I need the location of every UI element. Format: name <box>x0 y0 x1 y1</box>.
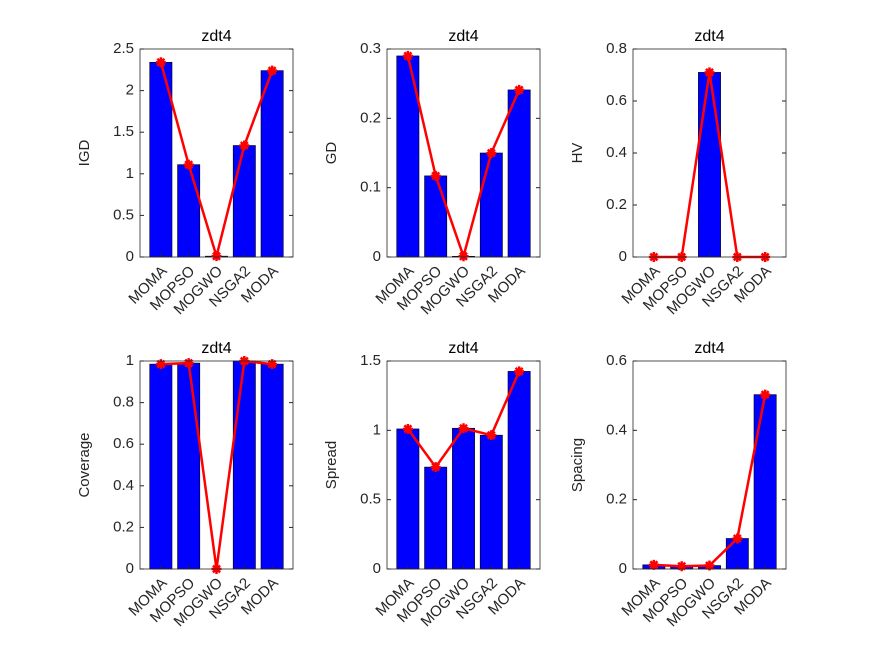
y-tick-label: 0 <box>373 560 381 577</box>
bar <box>507 371 531 570</box>
y-tick-label: 0.6 <box>606 92 627 109</box>
y-axis-label: Spacing <box>569 438 586 492</box>
marker <box>514 84 525 95</box>
y-tick-label: 1 <box>126 352 134 369</box>
y-tick-label: 0.5 <box>360 491 381 508</box>
y-tick-label: 0.6 <box>113 435 134 452</box>
marker <box>760 389 771 400</box>
marker <box>486 148 497 158</box>
axes-box <box>632 48 787 258</box>
y-tick-label: 1 <box>126 165 134 182</box>
marker <box>732 533 743 544</box>
y-tick-label: 0.8 <box>113 394 134 411</box>
marker <box>514 366 525 377</box>
bar <box>177 164 201 258</box>
y-tick-label: 0 <box>619 248 627 265</box>
marker <box>155 57 166 68</box>
y-tick-label: 1.5 <box>113 123 134 140</box>
marker <box>676 561 687 572</box>
bar <box>260 70 284 258</box>
y-tick-label: 1.5 <box>360 352 381 369</box>
marker <box>402 423 413 434</box>
bar <box>260 363 284 570</box>
y-tick-label: 0.8 <box>606 40 627 57</box>
axes-box <box>139 360 294 570</box>
marker <box>183 358 194 369</box>
y-tick-label: 0.1 <box>360 179 381 196</box>
marker <box>430 462 441 473</box>
marker <box>267 359 278 370</box>
marker <box>486 430 497 441</box>
y-axis-label: Coverage <box>76 432 93 497</box>
marker <box>239 140 250 151</box>
y-tick-label: 0 <box>373 248 381 265</box>
y-tick-label: 2.5 <box>113 40 134 57</box>
subplot-title: zdt4 <box>448 28 478 45</box>
subplot-title: zdt4 <box>694 340 724 357</box>
subplot-title: zdt4 <box>694 28 724 45</box>
y-axis-label: HV <box>569 143 586 164</box>
marker <box>458 251 469 262</box>
y-tick-label: 0.3 <box>360 40 381 57</box>
marker <box>211 251 222 262</box>
y-axis-label: GD <box>323 142 340 165</box>
axes-box <box>386 360 541 570</box>
subplot-title: zdt4 <box>201 340 231 357</box>
marker <box>704 67 715 78</box>
y-tick-label: 0.2 <box>113 518 134 535</box>
bar <box>232 360 256 570</box>
y-tick-label: 0 <box>126 560 134 577</box>
marker <box>648 559 659 570</box>
bar <box>177 362 201 570</box>
bar <box>479 434 503 570</box>
y-tick-label: 2 <box>126 82 134 99</box>
bar <box>507 89 531 258</box>
axes-box <box>632 360 787 570</box>
bar <box>149 363 173 570</box>
marker <box>704 560 715 571</box>
bar <box>479 152 503 258</box>
y-tick-label: 0.4 <box>606 144 627 161</box>
bar <box>452 427 475 570</box>
y-tick-label: 0.4 <box>606 421 627 438</box>
y-tick-label: 0 <box>126 248 134 265</box>
marker <box>430 170 441 181</box>
axes-box <box>386 48 541 258</box>
y-tick-label: 1 <box>373 421 381 438</box>
y-tick-label: 0 <box>619 560 627 577</box>
y-tick-label: 0.2 <box>606 196 627 213</box>
marker <box>183 159 194 170</box>
bar <box>424 175 448 258</box>
subplot-title: zdt4 <box>201 28 231 45</box>
bar <box>424 466 448 570</box>
subplot-title: zdt4 <box>448 340 478 357</box>
y-axis-label: IGD <box>76 140 93 167</box>
bar <box>753 394 777 570</box>
y-tick-label: 0.6 <box>606 352 627 369</box>
bar <box>698 72 721 258</box>
marker <box>402 50 413 61</box>
axes-box <box>139 48 294 258</box>
y-axis-label: Spread <box>323 441 340 489</box>
y-tick-label: 0.4 <box>113 477 134 494</box>
bar <box>232 145 256 258</box>
marker <box>155 359 166 370</box>
bar <box>396 428 420 570</box>
y-tick-label: 0.2 <box>360 109 381 126</box>
marker <box>267 65 278 76</box>
y-tick-label: 0.5 <box>113 206 134 223</box>
y-tick-label: 0.2 <box>606 491 627 508</box>
marker <box>458 423 469 434</box>
